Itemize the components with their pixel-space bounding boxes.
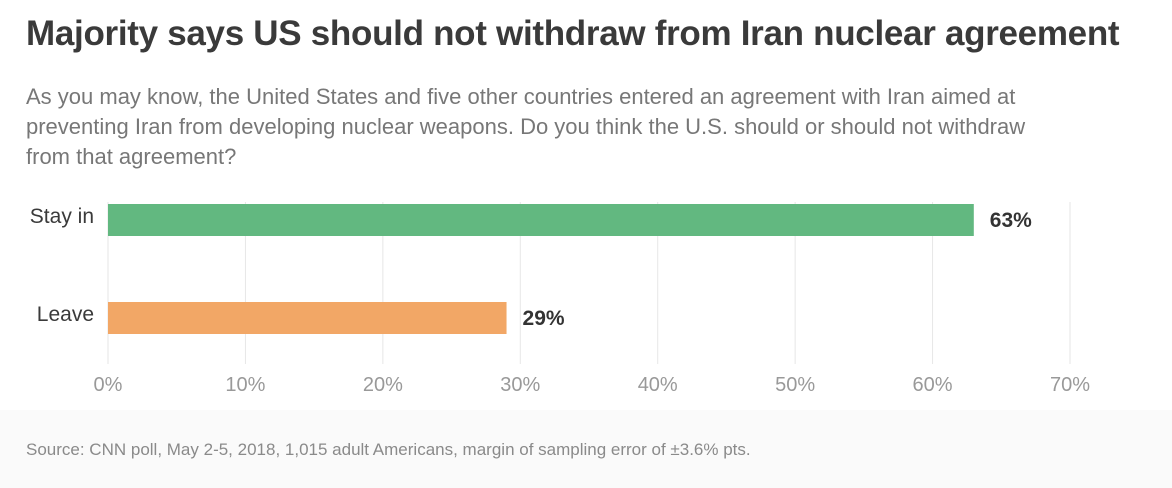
x-tick-label: 60% [913, 374, 953, 396]
bar-chart: 0% 10% 20% 30% 40% 50% 60% 70% Stay in 63% Leave 29… [0, 190, 1172, 410]
chart-title: Majority says US should not withdraw fro… [26, 14, 1120, 53]
bar [108, 204, 974, 236]
category-label: Leave [37, 303, 94, 326]
chart-subtitle: As you may know, the United States and f… [26, 84, 1026, 169]
x-tick-label: 0% [94, 374, 123, 396]
category-label: Stay in [30, 205, 94, 228]
x-tick-label: 20% [363, 374, 403, 396]
x-tick-label: 70% [1050, 374, 1090, 396]
data-label: 63% [990, 209, 1032, 232]
footer: Source: CNN poll, May 2-5, 2018, 1,015 a… [0, 410, 1172, 488]
bars [108, 204, 974, 334]
source-note: Source: CNN poll, May 2-5, 2018, 1,015 a… [26, 440, 751, 459]
bar-chart-svg: 0% 10% 20% 30% 40% 50% 60% 70% Stay in 63% Leave 29… [30, 202, 1090, 396]
labels: 0% 10% 20% 30% 40% 50% 60% 70% Stay in 63% Leave 29… [30, 205, 1090, 396]
x-tick-label: 30% [500, 374, 540, 396]
data-label: 29% [523, 307, 565, 330]
bar [108, 302, 507, 334]
x-tick-label: 50% [775, 374, 815, 396]
x-tick-label: 10% [225, 374, 265, 396]
x-tick-label: 40% [638, 374, 678, 396]
